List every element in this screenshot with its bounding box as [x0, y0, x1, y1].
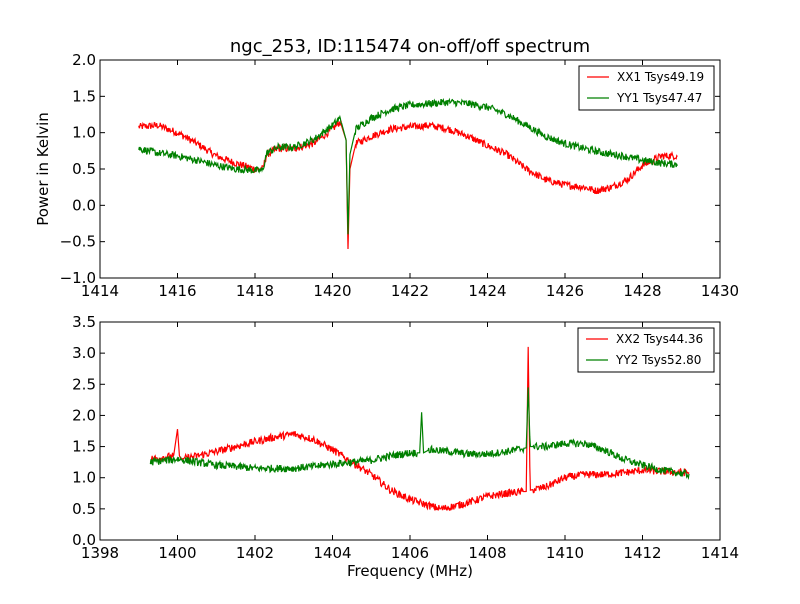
- x-tick-label: 1414: [701, 544, 739, 562]
- y-tick-label: 2.0: [72, 51, 96, 69]
- series-line-1-2: [138, 97, 678, 235]
- x-tick-label: 1424: [468, 282, 506, 300]
- y-tick-label: 0.0: [72, 531, 96, 549]
- legend-entry: XX1 Tsys49.19: [617, 70, 704, 84]
- y-tick-label: 3.5: [72, 313, 96, 331]
- y-tick-label: 2.5: [72, 375, 96, 393]
- legend: XX1 Tsys49.19 YY1 Tsys47.47: [578, 65, 715, 111]
- series-line-2-1: [149, 346, 690, 512]
- x-tick-label: 1418: [236, 282, 274, 300]
- x-tick-label: 1404: [313, 544, 351, 562]
- x-tick-label: 1428: [623, 282, 661, 300]
- y-tick-label: 1.0: [72, 124, 96, 142]
- legend-entry: YY1 Tsys47.47: [616, 91, 702, 105]
- top-chart-panel: 1414 1416 1418 1420 1422 1424 1426 1428 1430 −1.0…: [34, 36, 739, 300]
- legend-entry: XX2 Tsys44.36: [616, 332, 703, 346]
- y-tick-label: 3.0: [72, 344, 96, 362]
- x-tick-label: 1402: [236, 544, 274, 562]
- y-tick-label: −1.0: [60, 269, 96, 287]
- y-tick-label: 1.0: [72, 469, 96, 487]
- legend: XX2 Tsys44.36 YY2 Tsys52.80: [577, 327, 715, 373]
- legend-entry: YY2 Tsys52.80: [615, 353, 701, 367]
- y-tick-label: 2.0: [72, 406, 96, 424]
- x-tick-label: 1398: [81, 544, 119, 562]
- x-tick-label: 1400: [158, 544, 196, 562]
- x-tick-label: 1406: [391, 544, 429, 562]
- series-line-2-2: [149, 387, 690, 480]
- y-tick-label: 1.5: [72, 87, 96, 105]
- x-axis-label: Frequency (MHz): [347, 562, 473, 580]
- x-tick-label: 1416: [158, 282, 196, 300]
- x-tick-label: 1410: [546, 544, 584, 562]
- x-tick-label: 1412: [623, 544, 661, 562]
- y-axis-label: Power in Kelvin: [34, 112, 52, 226]
- chart-title: ngc_253, ID:115474 on-off/off spectrum: [230, 36, 590, 57]
- y-tick-label: −0.5: [60, 233, 96, 251]
- x-tick-label: 1422: [391, 282, 429, 300]
- x-tick-label: 1426: [546, 282, 584, 300]
- x-tick-label: 1408: [468, 544, 506, 562]
- x-tick-label: 1420: [313, 282, 351, 300]
- x-tick-label: 1414: [81, 282, 119, 300]
- bottom-chart-panel: 1398 1400 1402 1404 1406 1408 1410 1412 1414 0.0 0…: [72, 313, 739, 580]
- x-tick-label: 1430: [701, 282, 739, 300]
- series-line-1-1: [138, 120, 678, 249]
- legend-box: [578, 65, 715, 111]
- y-tick-label: 0.5: [72, 500, 96, 518]
- legend-box: [577, 327, 715, 373]
- y-tick-label: 0.0: [72, 196, 96, 214]
- y-tick-label: 1.5: [72, 438, 96, 456]
- y-tick-label: 0.5: [72, 160, 96, 178]
